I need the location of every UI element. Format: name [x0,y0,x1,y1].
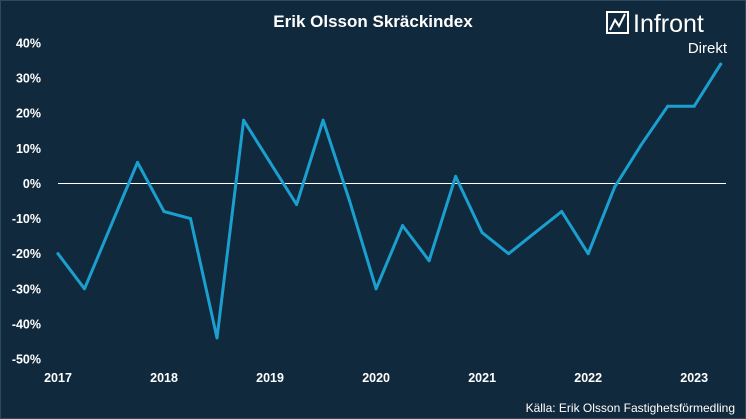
data-point [242,118,246,122]
series-line [56,62,723,340]
x-tick-label: 2023 [680,371,708,385]
y-tick-label: -50% [12,353,41,367]
x-tick-label: 2019 [256,371,284,385]
data-point [83,287,87,291]
data-point [560,210,564,214]
y-tick-label: 20% [16,107,41,121]
data-point [401,224,405,228]
data-point [480,231,484,235]
chart-title: Erik Olsson Skräckindex [273,12,473,31]
y-tick-label: 30% [16,72,41,86]
data-point [507,252,511,256]
data-point [692,104,696,108]
data-point [639,143,643,147]
brand-logo: Infront Direkt [606,10,728,57]
infront-logo-icon [606,11,629,34]
data-point [374,287,378,291]
y-axis: 40% 30% 20% 10% 0% -10% -20% -30% -40% -50% [12,37,41,367]
data-point [162,210,166,214]
series-group [56,62,723,340]
data-point [666,104,670,108]
data-point [136,160,140,164]
data-point [613,185,617,189]
y-tick-label: 0% [23,177,41,191]
data-point [586,252,590,256]
data-point [109,224,113,228]
data-point [189,217,193,221]
source-text: Källa: Erik Olsson Fastighetsförmedling [526,401,735,415]
brand-sub: Direkt [688,40,728,57]
data-point [454,174,458,178]
y-tick-label: -10% [12,212,41,226]
y-tick-label: 10% [16,142,41,156]
x-tick-label: 2017 [44,371,72,385]
x-tick-label: 2021 [468,371,496,385]
data-point [56,252,60,256]
y-tick-label: 40% [16,37,41,51]
x-tick-label: 2018 [150,371,178,385]
x-tick-label: 2022 [574,371,602,385]
y-tick-label: -40% [12,317,41,331]
data-point [427,259,431,263]
data-point [215,336,219,340]
y-tick-label: -30% [12,282,41,296]
x-axis: 2017 2018 2019 2020 2021 2022 2023 [44,371,708,385]
y-tick-label: -20% [12,247,41,261]
data-point [533,231,537,235]
data-point [719,62,723,66]
x-tick-label: 2020 [362,371,390,385]
data-point [321,118,325,122]
brand-name: Infront [633,10,704,38]
data-point [295,203,299,207]
data-point [348,199,352,203]
data-point [268,160,272,164]
